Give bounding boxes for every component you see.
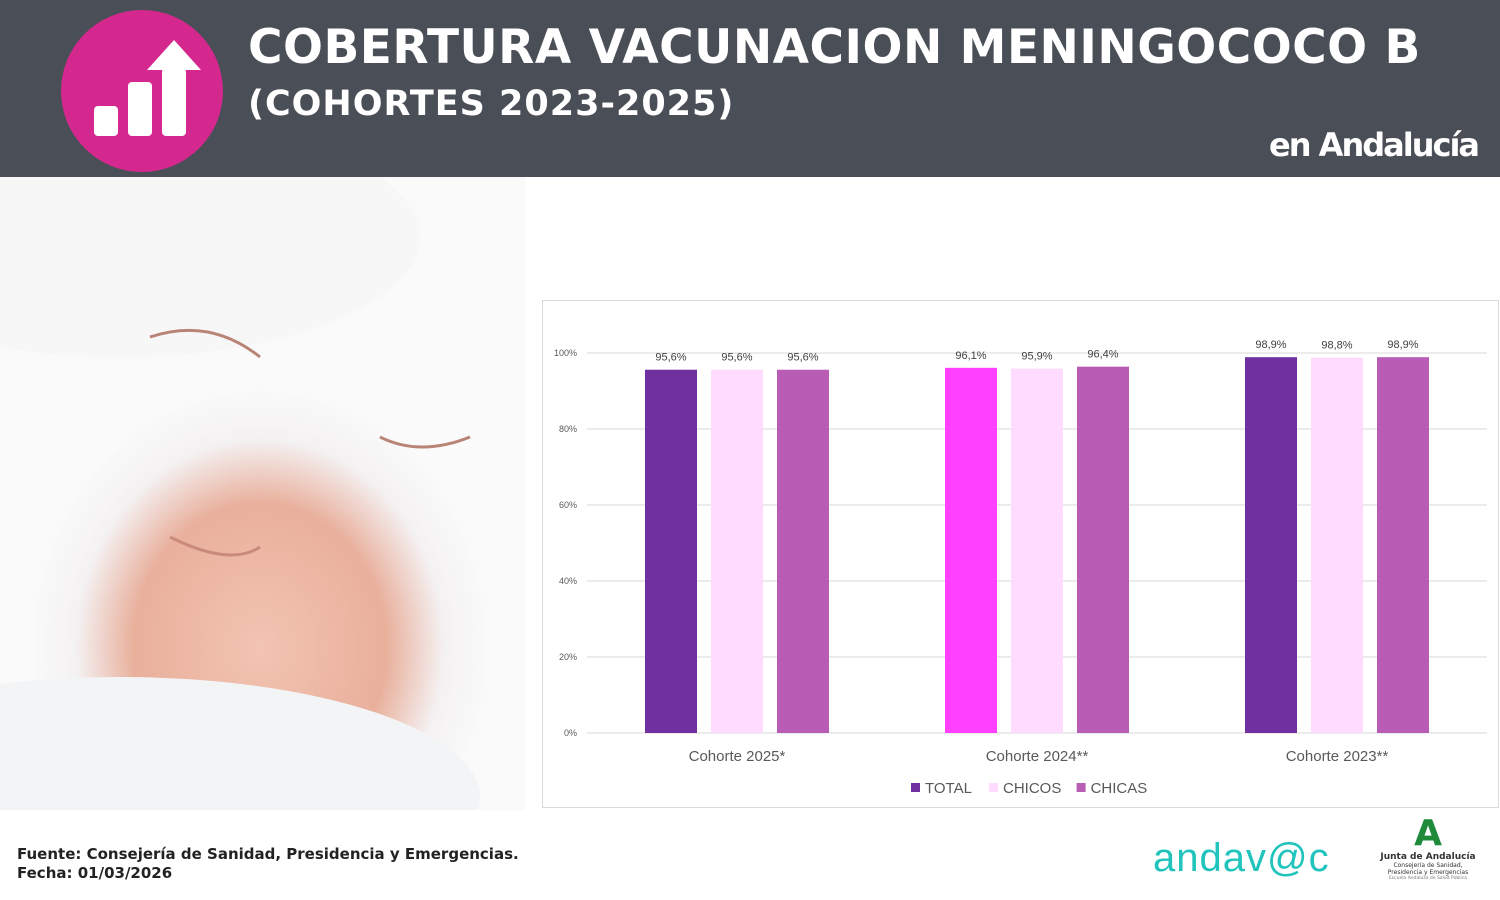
source-text: Fuente: Consejería de Sanidad, Presidenc…: [17, 845, 519, 863]
legend-swatch-total: [911, 783, 920, 792]
source-note: Fuente: Consejería de Sanidad, Presidenc…: [17, 845, 519, 883]
junta-andalucia-logo: A Junta de Andalucía Consejería de Sanid…: [1376, 813, 1480, 882]
y-tick-label: 0%: [564, 728, 577, 738]
data-label: 95,6%: [721, 352, 752, 364]
y-tick-label: 60%: [559, 500, 577, 510]
bar-chicas: [1377, 357, 1429, 733]
y-tick-label: 40%: [559, 576, 577, 586]
data-label: 96,4%: [1087, 349, 1118, 361]
region-label: en Andalucía: [1269, 126, 1480, 164]
data-label: 95,9%: [1021, 351, 1052, 363]
bar-chart-up-arrow-icon: [61, 10, 223, 172]
data-label: 98,9%: [1255, 339, 1286, 351]
page-subtitle: (COHORTES 2023-2025): [248, 84, 735, 124]
legend-label: CHICAS: [1091, 780, 1148, 797]
x-tick-label: Cohorte 2024**: [986, 748, 1089, 765]
coverage-bar-chart: 0% 20% 40% 60% 80% 100% 95,6% 95,6% 95,6% Cohorte…: [542, 300, 1499, 808]
bar-chicos: [1311, 357, 1363, 733]
page-title: COBERTURA VACUNACION MENINGOCOCO B: [248, 20, 1421, 75]
bar-total: [945, 367, 997, 733]
junta-small: Escuela Andaluza de Salud Pública: [1388, 876, 1468, 881]
bar-chicos: [1011, 368, 1063, 733]
y-tick-label: 80%: [559, 424, 577, 434]
data-label: 98,9%: [1387, 339, 1418, 351]
data-label: 95,6%: [787, 352, 818, 364]
x-tick-label: Cohorte 2023**: [1286, 748, 1389, 765]
bar-chicos: [711, 369, 763, 733]
legend-swatch-chicas: [1076, 783, 1086, 792]
data-label: 98,8%: [1321, 340, 1352, 352]
data-label: 96,1%: [955, 350, 986, 362]
junta-a-icon: A: [1414, 813, 1442, 854]
andavac-logo: andav@c: [1153, 836, 1330, 880]
date-text: Fecha: 01/03/2026: [17, 864, 173, 882]
y-tick-label: 100%: [554, 348, 577, 358]
bar-total: [1245, 357, 1297, 733]
data-label: 95,6%: [655, 352, 686, 364]
x-tick-label: Cohorte 2025*: [689, 748, 786, 765]
bar-chicas: [777, 369, 829, 733]
bar-chicas: [1077, 366, 1129, 733]
junta-sub: Consejería de Sanidad, Presidencia y Eme…: [1387, 862, 1469, 876]
header-banner: COBERTURA VACUNACION MENINGOCOCO B (COHO…: [0, 0, 1500, 177]
junta-name: Junta de Andalucía: [1380, 852, 1476, 862]
baby-photo: [0, 177, 525, 810]
legend-swatch-chicos: [989, 783, 998, 792]
y-tick-label: 20%: [559, 652, 577, 662]
bar-total: [645, 369, 697, 733]
legend-label: CHICOS: [1003, 780, 1061, 797]
legend-label: TOTAL: [925, 780, 972, 797]
